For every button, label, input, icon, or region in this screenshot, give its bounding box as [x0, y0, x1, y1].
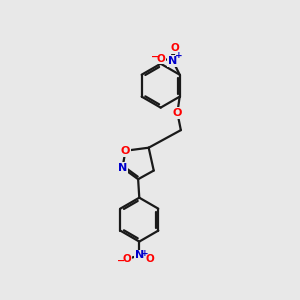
Text: N: N — [135, 250, 144, 260]
Text: O: O — [171, 43, 179, 53]
Text: O: O — [123, 254, 132, 264]
Text: O: O — [157, 53, 166, 64]
Text: O: O — [121, 146, 130, 156]
Text: −: − — [117, 256, 125, 266]
Text: +: + — [175, 51, 182, 60]
Text: N: N — [168, 56, 177, 66]
Text: N: N — [118, 163, 127, 173]
Text: −: − — [151, 52, 159, 62]
Text: +: + — [141, 249, 148, 258]
Text: O: O — [145, 254, 154, 264]
Text: O: O — [173, 108, 182, 118]
